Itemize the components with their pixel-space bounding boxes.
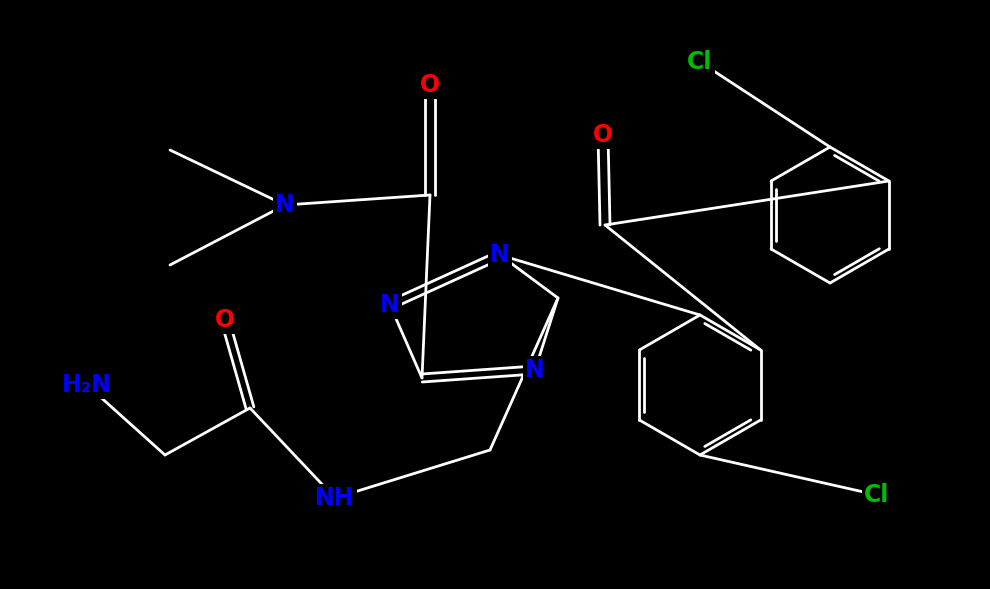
Text: Cl: Cl: [687, 50, 713, 74]
Text: N: N: [275, 193, 295, 217]
Text: H₂N: H₂N: [62, 373, 112, 397]
Text: O: O: [215, 308, 235, 332]
Text: N: N: [490, 243, 510, 267]
Text: N: N: [525, 358, 545, 382]
Text: NH: NH: [315, 486, 354, 510]
Text: N: N: [380, 293, 400, 317]
Text: O: O: [593, 123, 613, 147]
Text: O: O: [420, 73, 441, 97]
Text: Cl: Cl: [864, 483, 890, 507]
